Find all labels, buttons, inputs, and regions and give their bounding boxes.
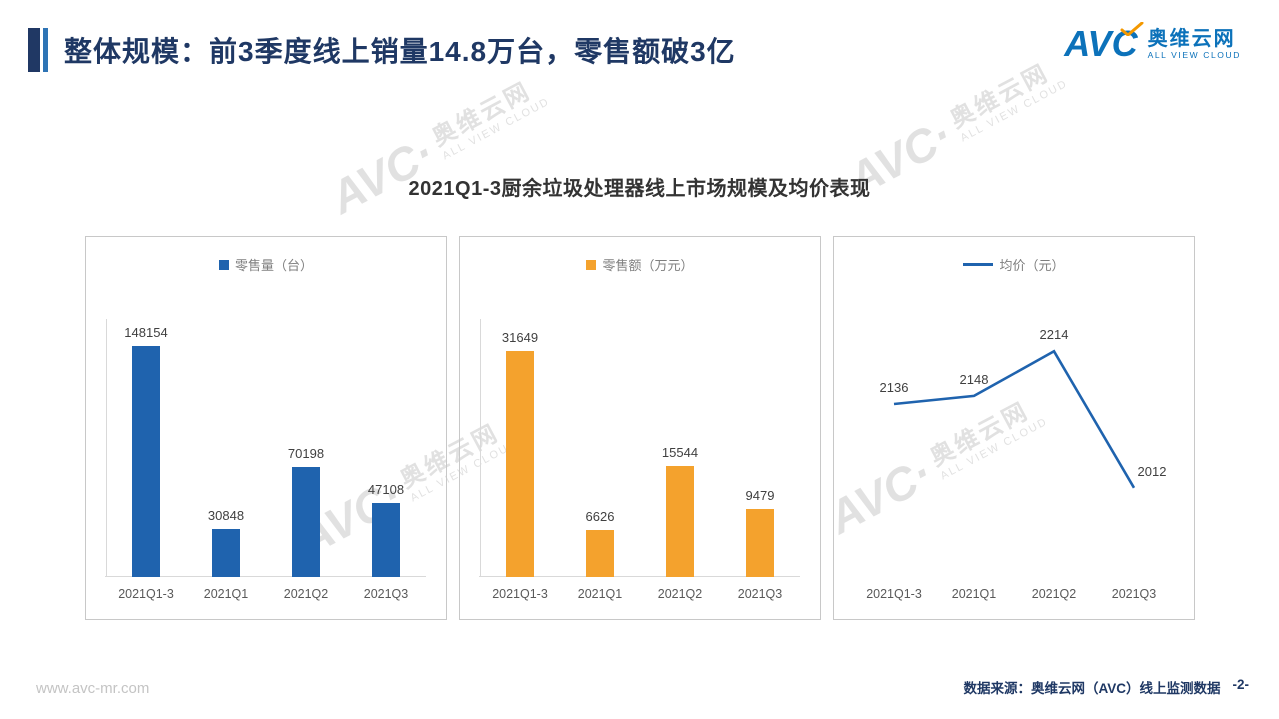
value-label: 15544 bbox=[661, 444, 699, 460]
slide-header: 整体规模：前3季度线上销量14.8万台，零售额破3亿 bbox=[28, 28, 736, 72]
legend: 均价（元） bbox=[834, 255, 1194, 274]
accent-bar-light bbox=[43, 28, 48, 72]
average-price-chart-panel: 均价（元） 2136 2148 2214 2012 2021Q1-3 2021Q1 202… bbox=[833, 236, 1195, 620]
line-chart bbox=[893, 349, 1136, 489]
page-number: -2- bbox=[1232, 677, 1250, 692]
x-tick-label: 2021Q1 bbox=[951, 587, 997, 601]
value-label: 30848 bbox=[207, 507, 245, 523]
legend-label: 零售量（台） bbox=[234, 258, 313, 273]
legend-label: 零售额（万元） bbox=[602, 258, 694, 273]
value-label: 148154 bbox=[124, 324, 168, 340]
value-label: 70198 bbox=[287, 446, 325, 462]
value-label: 2012 bbox=[1137, 463, 1167, 479]
bar bbox=[666, 465, 694, 577]
logo-company-name: 奥维云网 bbox=[1147, 27, 1236, 50]
legend: 零售额（万元） bbox=[460, 255, 820, 274]
x-tick-label: 2021Q2 bbox=[1031, 587, 1077, 601]
x-tick-label: 2021Q3 bbox=[363, 587, 409, 601]
plot-area: 31649 6626 15544 9479 bbox=[479, 319, 800, 577]
accent-bar-dark bbox=[28, 28, 40, 72]
legend-swatch bbox=[586, 259, 597, 270]
bar bbox=[372, 503, 400, 577]
value-label: 47108 bbox=[367, 482, 405, 498]
avc-logo: AVC 奥维云网 ALL VIEW CLOUD bbox=[1064, 22, 1241, 62]
value-label: 6626 bbox=[585, 508, 615, 524]
retail-value-chart-panel: 零售额（万元） 31649 6626 15544 9479 2021Q1-3 2021Q… bbox=[459, 236, 821, 620]
page-title: 整体规模：前3季度线上销量14.8万台，零售额破3亿 bbox=[64, 36, 736, 67]
bar bbox=[586, 529, 614, 577]
bar bbox=[746, 509, 774, 577]
legend-line-swatch bbox=[963, 263, 994, 266]
website-url: www.avc-mr.com bbox=[36, 680, 150, 697]
logo-check-icon bbox=[1120, 22, 1144, 36]
bar bbox=[132, 345, 160, 577]
retail-volume-chart-panel: 零售量（台） 148154 30848 70198 47108 2021Q1-3 202… bbox=[85, 236, 447, 620]
y-axis-line bbox=[106, 319, 107, 577]
x-tick-label: 2021Q1-3 bbox=[118, 587, 174, 601]
title-accent-bars bbox=[28, 28, 48, 72]
x-tick-label: 2021Q1-3 bbox=[866, 587, 922, 601]
logo-names: 奥维云网 ALL VIEW CLOUD bbox=[1148, 28, 1241, 61]
plot-area: 148154 30848 70198 47108 bbox=[105, 319, 426, 577]
x-axis-labels: 2021Q1-3 2021Q1 2021Q2 2021Q3 bbox=[106, 587, 426, 605]
data-source-text: 数据来源：奥维云网（AVC）线上监测数据 bbox=[963, 681, 1221, 696]
legend-label: 均价（元） bbox=[999, 258, 1065, 273]
x-tick-label: 2021Q1 bbox=[577, 587, 623, 601]
x-tick-label: 2021Q1 bbox=[203, 587, 249, 601]
x-tick-label: 2021Q3 bbox=[737, 587, 783, 601]
y-axis-line bbox=[480, 319, 481, 577]
x-tick-label: 2021Q2 bbox=[283, 587, 329, 601]
bar bbox=[212, 528, 240, 577]
x-axis-labels: 2021Q1-3 2021Q1 2021Q2 2021Q3 bbox=[854, 587, 1174, 605]
value-label: 2214 bbox=[1039, 327, 1069, 343]
bar bbox=[292, 467, 320, 577]
legend: 零售量（台） bbox=[86, 255, 446, 274]
value-label: 31649 bbox=[501, 329, 539, 345]
value-label: 2136 bbox=[879, 380, 909, 396]
legend-swatch bbox=[218, 259, 229, 270]
chart-panels: 零售量（台） 148154 30848 70198 47108 2021Q1-3 202… bbox=[85, 236, 1195, 620]
x-tick-label: 2021Q2 bbox=[657, 587, 703, 601]
data-source-note: 数据来源：奥维云网（AVC）线上监测数据 -2- bbox=[963, 677, 1249, 697]
x-axis-line bbox=[479, 576, 800, 577]
line-series bbox=[893, 349, 1136, 489]
x-axis-line bbox=[105, 576, 426, 577]
plot-area: 2136 2148 2214 2012 bbox=[854, 327, 1174, 577]
bar bbox=[506, 350, 534, 577]
chart-group-title: 2021Q1-3厨余垃圾处理器线上市场规模及均价表现 bbox=[408, 178, 871, 200]
logo-company-tagline: ALL VIEW CLOUD bbox=[1147, 49, 1241, 60]
avc-logo-text: AVC bbox=[1064, 22, 1144, 62]
value-label: 9479 bbox=[745, 488, 775, 504]
x-tick-label: 2021Q3 bbox=[1111, 587, 1157, 601]
value-label: 2148 bbox=[959, 371, 989, 387]
x-axis-labels: 2021Q1-3 2021Q1 2021Q2 2021Q3 bbox=[480, 587, 800, 605]
x-tick-label: 2021Q1-3 bbox=[492, 587, 548, 601]
